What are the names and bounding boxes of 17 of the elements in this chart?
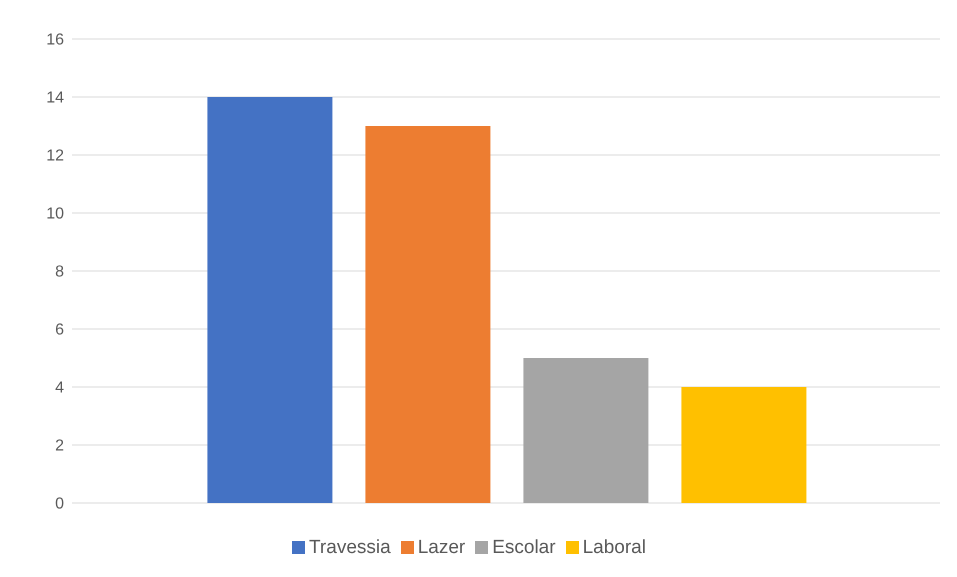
legend-label: Travessia: [309, 537, 391, 558]
bar: [207, 97, 332, 503]
legend-label: Laboral: [582, 537, 646, 558]
y-tick-label: 2: [55, 438, 64, 455]
legend-label: Lazer: [418, 537, 466, 558]
bar: [523, 358, 648, 503]
y-tick-label: 4: [55, 380, 64, 397]
y-tick-label: 14: [46, 90, 64, 107]
bar: [681, 387, 806, 503]
y-tick-label: 10: [46, 206, 64, 223]
bar: [365, 126, 490, 503]
y-tick-label: 8: [55, 264, 64, 281]
y-tick-label: 12: [46, 148, 64, 165]
y-tick-label: 16: [46, 32, 64, 49]
legend-label: Escolar: [492, 537, 556, 558]
y-tick-label: 0: [55, 496, 64, 513]
y-tick-label: 6: [55, 322, 64, 339]
